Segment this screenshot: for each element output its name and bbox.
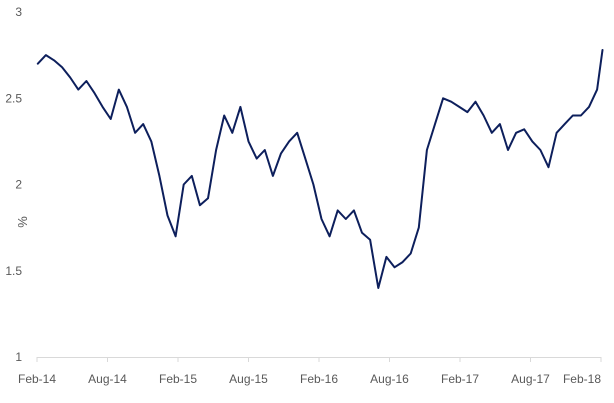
y-tick-label: 2.5: [5, 91, 22, 105]
x-axis-tick-labels: Feb-14 Aug-14 Feb-15 Aug-15 Feb-16 Aug-16 Feb-…: [18, 372, 601, 386]
x-axis-ticks: [36, 357, 602, 362]
x-tick-label: Feb-16: [300, 372, 338, 386]
y-axis-tick-labels: 1 1.5 2 2.5 3: [5, 5, 22, 364]
y-tick-label: 2: [15, 178, 22, 192]
x-tick-label: Aug-16: [370, 372, 409, 386]
x-tick-label: Aug-15: [229, 372, 268, 386]
x-tick-label: Aug-14: [88, 372, 127, 386]
y-tick-label: 3: [15, 5, 22, 19]
x-tick-label: Aug-17: [511, 372, 550, 386]
y-axis-title: %: [15, 216, 30, 228]
x-tick-label: Feb-14: [18, 372, 56, 386]
y-tick-label: 1: [15, 350, 22, 364]
x-tick-label: Feb-18: [563, 372, 601, 386]
series-line-yield: [36, 49, 604, 289]
x-tick-label: Feb-15: [159, 372, 197, 386]
x-tick-label: Feb-17: [441, 372, 479, 386]
y-tick-label: 1.5: [5, 264, 22, 278]
